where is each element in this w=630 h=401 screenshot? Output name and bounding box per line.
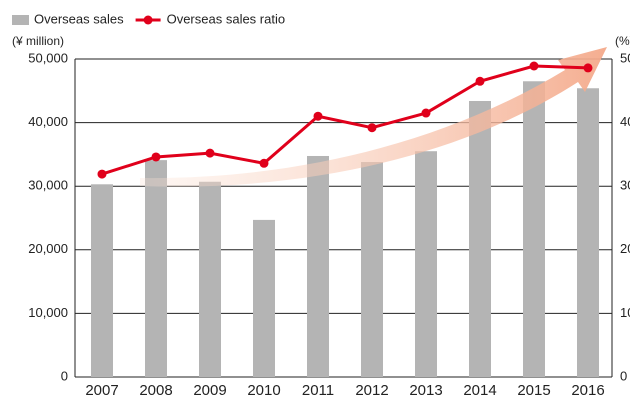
ratio-point: [98, 170, 107, 179]
bar: [361, 162, 383, 377]
ratio-point: [314, 112, 323, 121]
legend-label: Overseas sales: [34, 11, 124, 26]
bar: [199, 182, 221, 377]
legend-label: Overseas sales ratio: [167, 11, 286, 26]
bar: [415, 151, 437, 377]
x-tick-label: 2009: [193, 382, 226, 399]
ratio-point: [260, 159, 269, 168]
bar: [577, 88, 599, 377]
x-tick-label: 2007: [85, 382, 118, 399]
chart: 0 10,000 20,000 30,000 40,000 50,000 0 10 20 30 40…: [0, 0, 630, 401]
x-tick-label: 2015: [517, 382, 550, 399]
ratio-point: [530, 61, 539, 70]
ratio-point: [152, 152, 161, 161]
ratio-point: [584, 63, 593, 72]
y-tick-label: 40,000: [28, 114, 68, 129]
x-tick-label: 2011: [302, 382, 334, 399]
bar: [253, 220, 275, 377]
y2-tick-label: 50: [620, 50, 630, 65]
bar: [91, 184, 113, 377]
y2-tick-label: 20: [620, 241, 630, 256]
y-tick-label: 0: [61, 368, 68, 383]
bar: [523, 81, 545, 377]
y2-tick-label: 0: [620, 368, 627, 383]
legend-swatch-point: [144, 16, 153, 25]
ratio-point: [422, 109, 431, 118]
y2-tick-label: 40: [620, 114, 630, 129]
y2-axis-unit: (%): [615, 34, 630, 48]
y-tick-label: 20,000: [28, 241, 68, 256]
x-tick-label: 2014: [463, 382, 496, 399]
y-tick-label: 10,000: [28, 305, 68, 320]
ratio-point: [476, 77, 485, 86]
page: {"chart_data": {"type": "bar-line", "y_l…: [0, 0, 630, 401]
legend-swatch: [12, 15, 29, 25]
y-tick-label: 30,000: [28, 178, 68, 193]
bar: [307, 156, 329, 377]
bar: [145, 160, 167, 377]
y2-tick-label: 30: [620, 178, 630, 193]
x-tick-label: 2008: [139, 382, 172, 399]
bar: [469, 101, 491, 377]
x-tick-label: 2010: [247, 382, 280, 399]
y-axis-unit: (¥ million): [12, 34, 64, 48]
x-tick-label: 2016: [571, 382, 604, 399]
x-tick-label: 2013: [409, 382, 442, 399]
x-tick-label: 2012: [355, 382, 388, 399]
ratio-point: [368, 123, 377, 132]
y2-tick-label: 10: [620, 305, 630, 320]
bars: [91, 81, 599, 377]
ratio-point: [206, 149, 215, 158]
y-tick-label: 50,000: [28, 50, 68, 65]
